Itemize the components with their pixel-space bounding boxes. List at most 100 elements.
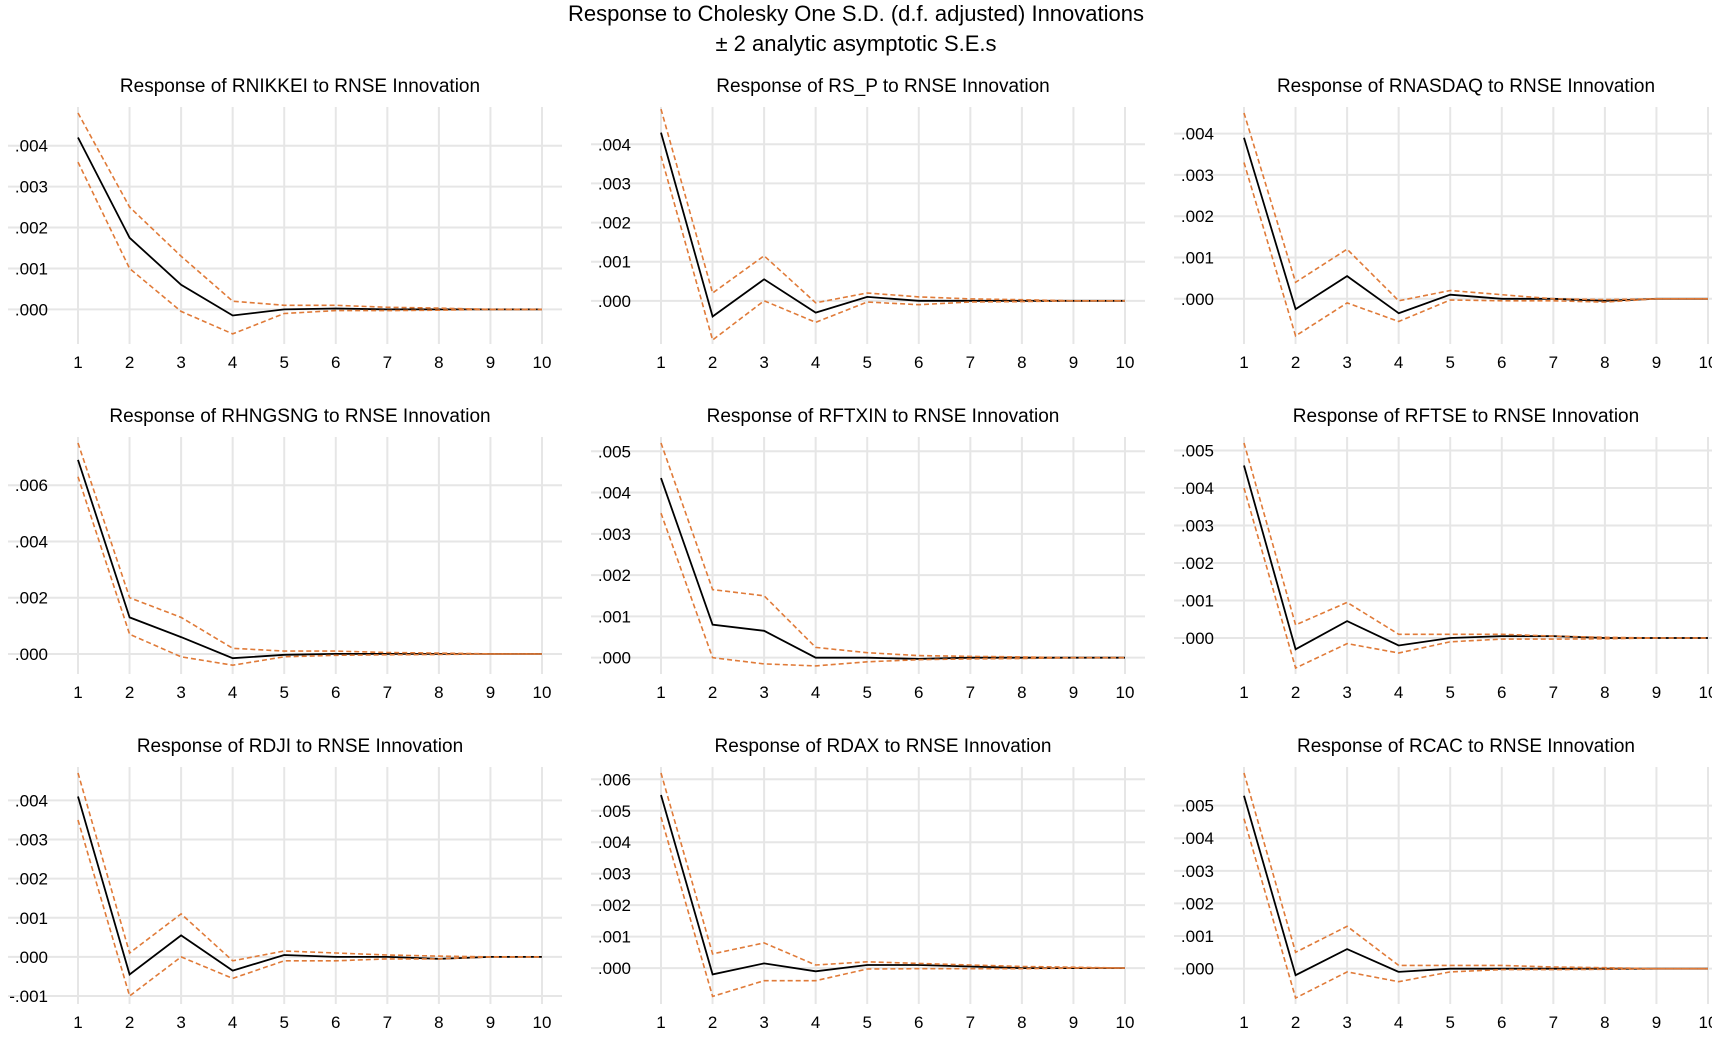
y-tick-label: .000 — [15, 300, 48, 319]
confidence-band-upper — [77, 112, 542, 311]
x-tick-label: 8 — [434, 683, 443, 702]
y-tick-label: .003 — [598, 865, 631, 884]
confidence-band-upper — [660, 108, 1125, 304]
y-tick-label: .000 — [1181, 960, 1214, 979]
panel-chart: Response of RCAC to RNSE Innovation .000.… — [1174, 736, 1712, 1032]
x-tick-label: 8 — [1600, 1013, 1609, 1032]
x-tick-label: 4 — [228, 683, 237, 702]
x-tick-label: 2 — [1291, 353, 1300, 372]
x-tick-label: 1 — [73, 1013, 82, 1032]
y-tick-label: .002 — [1181, 894, 1214, 913]
x-tick-label: 7 — [1549, 683, 1558, 702]
irf-panel: Response of RFTXIN to RNSE Innovation .00… — [583, 398, 1163, 728]
y-tick-label: .005 — [1181, 442, 1214, 461]
panel-title: Response of RS_P to RNSE Innovation — [716, 76, 1049, 97]
y-tick-label: -.001 — [9, 987, 48, 1006]
x-tick-label: 7 — [383, 353, 392, 372]
confidence-band-lower — [1243, 487, 1708, 670]
y-tick-label: .000 — [1181, 629, 1214, 648]
x-tick-label: 3 — [759, 683, 768, 702]
panel-title: Response of RHNGSNG to RNSE Innovation — [109, 406, 490, 427]
y-tick-label: .001 — [598, 253, 631, 272]
x-tick-label: 5 — [1445, 353, 1454, 372]
x-tick-label: 8 — [434, 353, 443, 372]
y-tick-label: .004 — [598, 135, 631, 154]
x-tick-label: 6 — [331, 1013, 340, 1032]
confidence-band-lower — [1243, 818, 1708, 1000]
y-tick-label: .004 — [15, 532, 48, 551]
panel-chart: Response of RNASDAQ to RNSE Innovation .0… — [1174, 76, 1712, 372]
x-tick-label: 2 — [708, 1013, 717, 1032]
y-tick-label: .002 — [1181, 207, 1214, 226]
y-tick-label: .001 — [1181, 592, 1214, 611]
panel-chart: Response of RS_P to RNSE Innovation .000.… — [591, 76, 1145, 372]
x-tick-label: 1 — [656, 683, 665, 702]
x-tick-label: 6 — [914, 1013, 923, 1032]
y-tick-label: .004 — [598, 833, 631, 852]
irf-panel: Response of RCAC to RNSE Innovation .000.… — [1166, 728, 1712, 1058]
x-tick-label: 3 — [176, 683, 185, 702]
y-tick-label: .001 — [1181, 927, 1214, 946]
response-line — [660, 794, 1125, 976]
x-tick-label: 9 — [1069, 683, 1078, 702]
x-tick-label: 7 — [966, 1013, 975, 1032]
x-tick-label: 6 — [914, 353, 923, 372]
y-tick-label: .000 — [15, 948, 48, 967]
x-tick-label: 3 — [176, 353, 185, 372]
panel-title: Response of RDJI to RNSE Innovation — [137, 736, 463, 757]
x-tick-label: 8 — [434, 1013, 443, 1032]
x-tick-label: 5 — [279, 1013, 288, 1032]
y-tick-label: .005 — [598, 442, 631, 461]
confidence-band-upper — [660, 442, 1125, 659]
x-tick-label: 7 — [383, 683, 392, 702]
y-tick-label: .006 — [15, 476, 48, 495]
x-tick-label: 1 — [73, 683, 82, 702]
x-tick-label: 4 — [1394, 683, 1403, 702]
confidence-band-lower — [77, 161, 542, 335]
x-tick-label: 9 — [1652, 683, 1661, 702]
x-tick-label: 5 — [279, 353, 288, 372]
y-tick-label: .003 — [15, 178, 48, 197]
y-tick-label: .005 — [598, 802, 631, 821]
irf-panel: Response of RNASDAQ to RNSE Innovation .0… — [1166, 68, 1712, 398]
y-tick-label: .000 — [598, 292, 631, 311]
x-tick-label: 2 — [125, 683, 134, 702]
response-line — [1243, 795, 1708, 977]
x-tick-label: 4 — [1394, 1013, 1403, 1032]
x-tick-label: 2 — [708, 683, 717, 702]
x-tick-label: 5 — [1445, 1013, 1454, 1032]
x-tick-label: 6 — [331, 683, 340, 702]
x-tick-label: 5 — [279, 683, 288, 702]
x-tick-label: 10 — [1699, 683, 1712, 702]
x-tick-label: 1 — [1239, 1013, 1248, 1032]
x-tick-label: 9 — [486, 1013, 495, 1032]
irf-panel: Response of RS_P to RNSE Innovation .000.… — [583, 68, 1163, 398]
x-tick-label: 9 — [1652, 353, 1661, 372]
x-tick-label: 1 — [1239, 683, 1248, 702]
x-tick-label: 2 — [125, 353, 134, 372]
y-tick-label: .000 — [598, 959, 631, 978]
x-tick-label: 3 — [1342, 1013, 1351, 1032]
x-tick-label: 10 — [1699, 353, 1712, 372]
response-line — [1243, 137, 1708, 315]
x-tick-label: 1 — [73, 353, 82, 372]
x-tick-label: 1 — [1239, 353, 1248, 372]
x-tick-label: 10 — [533, 353, 552, 372]
x-tick-label: 4 — [228, 1013, 237, 1032]
x-tick-label: 8 — [1017, 683, 1026, 702]
y-tick-label: .001 — [15, 909, 48, 928]
y-tick-label: .002 — [598, 896, 631, 915]
y-tick-label: .001 — [1181, 248, 1214, 267]
panel-title: Response of RFTSE to RNSE Innovation — [1293, 406, 1639, 427]
x-tick-label: 9 — [486, 683, 495, 702]
y-tick-label: .004 — [15, 137, 48, 156]
x-tick-label: 8 — [1600, 683, 1609, 702]
x-tick-label: 3 — [176, 1013, 185, 1032]
x-tick-label: 10 — [1116, 353, 1135, 372]
irf-panel: Response of RHNGSNG to RNSE Innovation .0… — [0, 398, 580, 728]
y-tick-label: .004 — [1181, 829, 1214, 848]
panel-chart: Response of RDJI to RNSE Innovation -.001… — [8, 736, 562, 1032]
panel-chart: Response of RNIKKEI to RNSE Innovation .0… — [8, 76, 562, 372]
x-tick-label: 6 — [1497, 683, 1506, 702]
y-tick-label: .003 — [1181, 862, 1214, 881]
